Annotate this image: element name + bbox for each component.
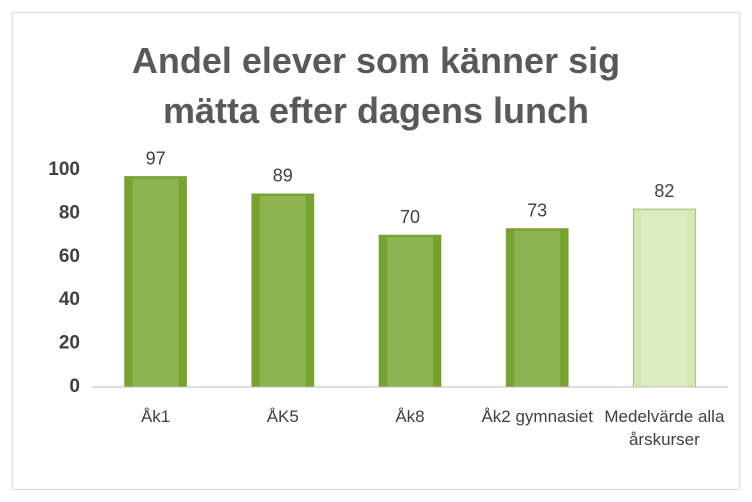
data-label: 73 (527, 200, 547, 220)
y-tick-label: 40 (59, 289, 80, 310)
bar (632, 208, 696, 388)
bar-shine (514, 230, 561, 387)
bar (124, 176, 188, 388)
y-tick-label: 60 (59, 246, 80, 267)
chart-title: Andel elever som känner sig mätta efter … (131, 40, 621, 131)
x-tick-label: Medelvärde alla årskurser (604, 407, 725, 449)
data-label: 82 (654, 181, 674, 201)
x-tick-label: Åk8 (395, 407, 425, 426)
x-tick-label: ÅK5 (266, 407, 299, 426)
data-label: 70 (400, 207, 420, 227)
bar-shine (259, 195, 306, 387)
x-tick-label: Åk2 gymnasiet (481, 407, 593, 426)
data-label: 97 (146, 148, 166, 168)
bar-shine (132, 178, 179, 387)
bar (505, 228, 569, 388)
data-label: 89 (273, 166, 293, 186)
y-tick-label: 100 (48, 159, 80, 180)
bar-shine (387, 237, 433, 387)
x-tick-label: Åk1 (140, 407, 171, 426)
bar (378, 234, 442, 388)
bar-shine (641, 211, 688, 387)
y-tick-label: 0 (69, 376, 80, 397)
y-tick-label: 80 (59, 202, 80, 223)
y-tick-label: 20 (59, 333, 80, 354)
